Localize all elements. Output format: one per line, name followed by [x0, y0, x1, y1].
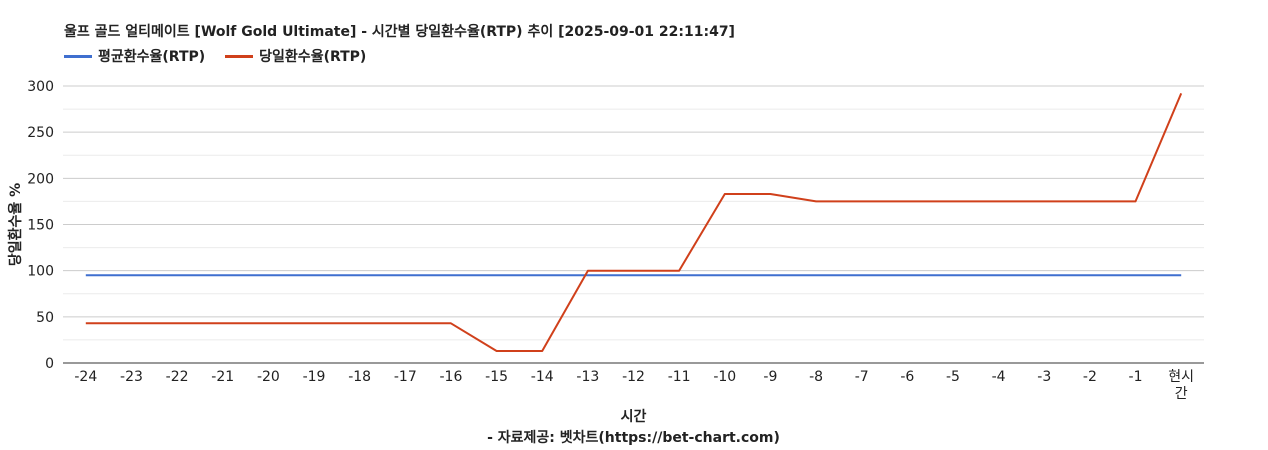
x-tick-label: -23 — [120, 369, 143, 385]
x-tick-label: -5 — [946, 369, 960, 385]
y-tick-label: 250 — [27, 125, 54, 141]
legend-item-average-rtp[interactable]: 평균환수율(RTP) — [64, 46, 205, 66]
x-axis-label: 시간 — [621, 408, 647, 425]
x-tick-label: -7 — [855, 369, 869, 385]
x-tick-label: -13 — [576, 369, 599, 385]
x-tick-label: -18 — [348, 369, 371, 385]
x-tick-label: -6 — [900, 369, 914, 385]
x-tick-label: -2 — [1083, 369, 1097, 385]
x-axis-ticks: -24 -23 -22 -21 -20 -19 -18 -17 -16 -15 -14 -13 -12 -… — [74, 369, 1194, 402]
x-tick-label: -3 — [1037, 369, 1051, 385]
x-tick-label: -9 — [763, 369, 777, 385]
y-tick-label: 50 — [36, 310, 54, 326]
x-tick-label: -10 — [713, 369, 736, 385]
x-tick-label: -19 — [303, 369, 326, 385]
y-axis-label: 당일환수율 % — [7, 183, 24, 266]
x-tick-label: -1 — [1129, 369, 1143, 385]
x-tick-label: -22 — [166, 369, 189, 385]
y-axis-ticks: 0 50 100 150 200 250 300 — [27, 79, 54, 372]
legend-label-daily-rtp: 당일환수율(RTP) — [259, 49, 367, 65]
gridlines — [63, 85, 1204, 341]
legend-swatch-average-rtp — [64, 54, 92, 58]
x-tick-label: -21 — [211, 369, 234, 385]
series-line-daily-rtp — [85, 93, 1183, 352]
x-tick-label: -20 — [257, 369, 280, 385]
x-tick-label: -8 — [809, 369, 823, 385]
legend-swatch-daily-rtp — [225, 54, 254, 58]
x-tick-label: 현시 간 — [1168, 369, 1194, 402]
y-tick-label: 0 — [45, 356, 54, 372]
chart-title: 울프 골드 얼티메이트 [Wolf Gold Ultimate] - 시간별 당… — [64, 24, 735, 40]
x-tick-label: -16 — [440, 369, 463, 385]
x-tick-label: -24 — [74, 369, 97, 385]
series-lines — [85, 93, 1183, 352]
chart-legend: 평균환수율(RTP) 당일환수율(RTP) — [64, 46, 386, 66]
y-tick-label: 150 — [27, 218, 54, 234]
source-credit: - 자료제공: 벳차트(https://bet-chart.com) — [487, 429, 780, 446]
y-tick-label: 200 — [27, 171, 54, 187]
legend-item-daily-rtp[interactable]: 당일환수율(RTP) — [225, 46, 366, 66]
y-tick-label: 300 — [27, 79, 54, 95]
x-tick-label: -15 — [485, 369, 508, 385]
x-tick-label: -4 — [992, 369, 1006, 385]
legend-label-average-rtp: 평균환수율(RTP) — [98, 49, 206, 65]
x-tick-label: -11 — [668, 369, 691, 385]
y-tick-label: 100 — [27, 264, 54, 280]
x-tick-label: -14 — [531, 369, 554, 385]
x-tick-label: -12 — [622, 369, 645, 385]
x-tick-label: -17 — [394, 369, 417, 385]
